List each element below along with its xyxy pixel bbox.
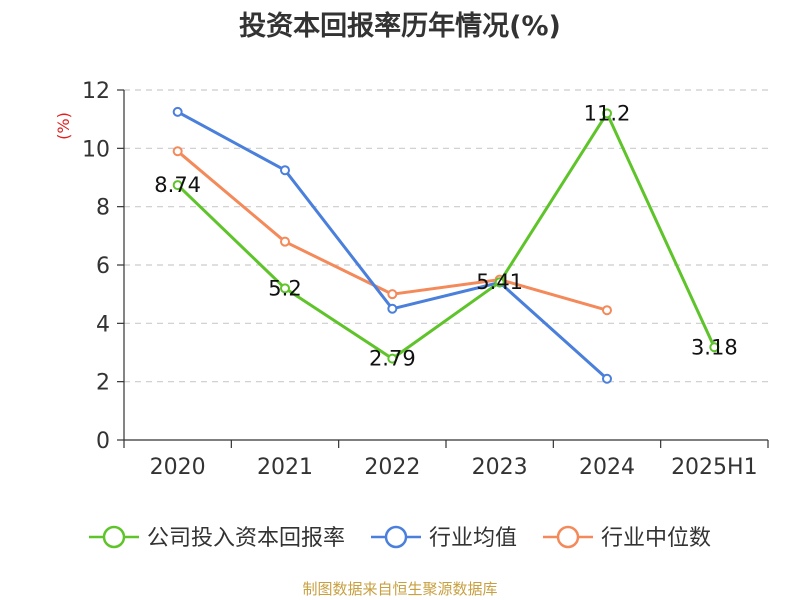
data-point [709,342,720,353]
data-point [387,303,398,314]
legend-marker [384,525,408,549]
series-line [176,111,716,361]
data-label: 5.41 [476,270,523,294]
data-label: 8.74 [154,173,201,197]
data-point [280,283,290,294]
legend-marker [556,525,580,549]
data-point [280,165,290,176]
series-0 [172,108,720,364]
x-tick-label: 2022 [364,455,420,480]
data-point [602,305,612,316]
legend-label: 行业均值 [429,526,517,551]
data-label: 5.2 [268,276,301,300]
y-tick-label: 12 [82,79,110,104]
data-point [602,373,612,384]
legend-label: 公司投入资本回报率 [147,526,345,551]
series-layer [172,106,720,384]
y-tick-label: 2 [96,371,110,396]
y-tick-label: 8 [96,196,110,221]
series-1 [172,106,612,384]
data-label: 11.2 [584,101,631,125]
legend-marker [102,525,126,549]
x-tick-label: 2021 [257,455,313,480]
y-tick-label: 4 [96,312,110,337]
series-2 [172,146,612,316]
data-point [494,277,505,288]
data-label: 3.18 [691,335,738,359]
data-point [280,236,290,247]
y-tick-label: 0 [96,429,110,454]
y-tick-label: 10 [82,137,110,162]
source-note: 制图数据来自恒生聚源数据库 [302,580,498,598]
legend-label: 行业中位数 [601,526,711,551]
data-point [602,108,612,119]
data-point [172,180,183,191]
data-label-layer: 8.74 5.2 2.79 5.41 11.2 3.18 [154,101,737,370]
x-tick-label: 2020 [150,455,206,480]
chart-title: 投资本回报率历年情况(%) [239,11,561,42]
grid-layer [124,89,768,383]
y-tick-label: 6 [96,254,110,279]
axis-layer: 0 2 4 6 8 10 12 2020 2021 2022 2023 2024 2025H1 [82,79,769,480]
x-tick-label: 2023 [472,455,528,480]
legend-item-2: 行业中位数 [543,525,711,551]
data-point [387,289,398,300]
legend: 公司投入资本回报率 行业均值 行业中位数 [89,525,711,551]
legend-item-0: 公司投入资本回报率 [89,525,345,551]
series-line [176,150,608,312]
x-tick-label: 2025H1 [671,455,758,480]
data-point [172,146,183,157]
data-point [387,353,398,364]
y-axis-unit: (%) [54,112,73,140]
data-point [172,106,183,117]
x-tick-label: 2024 [579,455,635,480]
data-label: 2.79 [369,347,416,371]
legend-item-1: 行业均值 [371,525,517,551]
